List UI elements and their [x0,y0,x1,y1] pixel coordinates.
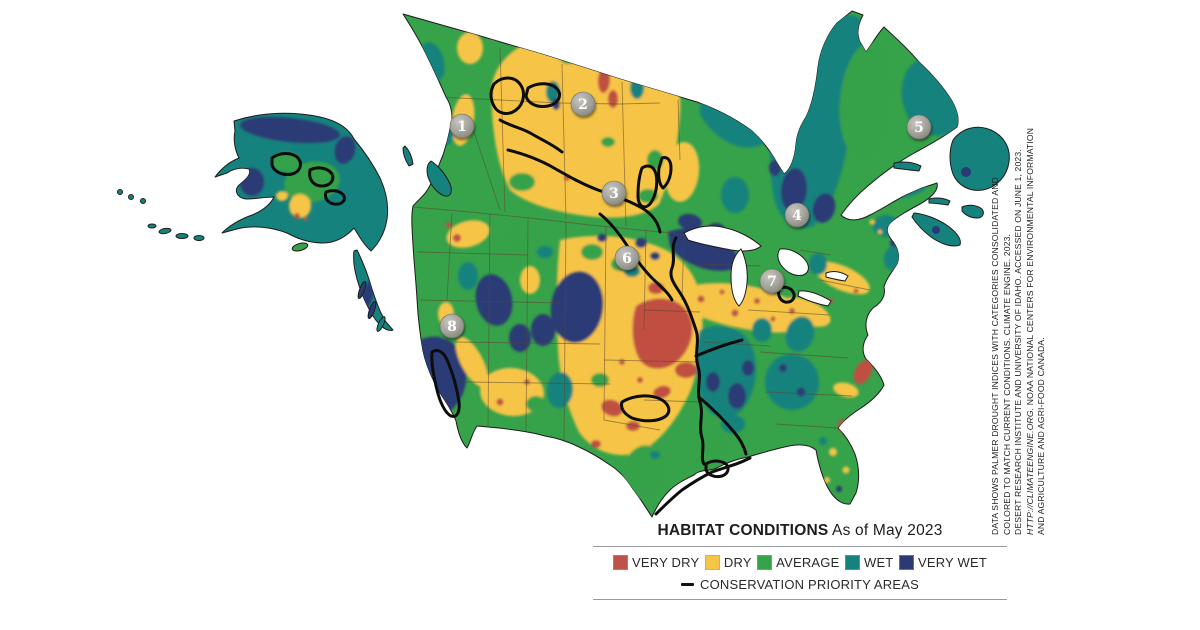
svg-text:5: 5 [914,120,924,136]
alaska-priority-outlines [270,152,346,206]
legend-item-label: WET [863,555,894,570]
map-markers: 1 2 3 4 5 6 7 8 [439,91,932,339]
legend-item-wet: WET [844,555,894,570]
state-province-borders [412,47,871,441]
map-marker-2: 2 [570,91,596,117]
priority-label: CONSERVATION PRIORITY AREAS [700,577,919,592]
credits-line: COLORED TO MATCH CURRENT CONDITIONS. CLI… [1001,233,1012,535]
svg-text:6: 6 [622,251,632,267]
map-marker-8: 8 [439,313,465,339]
legend-item-label: VERY WET [917,555,987,570]
aleutian-islands [117,189,386,332]
map-marker-4: 4 [784,202,810,228]
svg-text:7: 7 [767,274,777,290]
map-legend: HABITAT CONDITIONS As of May 2023 VERY D… [593,522,1007,600]
svg-text:8: 8 [447,319,457,335]
great-lakes [683,225,849,307]
legend-divider-bottom [593,599,1007,600]
legend-title: HABITAT CONDITIONS As of May 2023 [593,522,1007,546]
legend-item-verydry: VERY DRY [613,555,699,570]
priority-line-swatch [681,582,694,587]
map-marker-1: 1 [449,113,475,139]
map-marker-6: 6 [614,245,640,271]
conservation-priority-outlines [430,76,796,516]
verydry-swatch [613,555,628,570]
svg-text:2: 2 [578,97,588,113]
credits-line: HTTP://CLIMATEENGINE.ORG. NOAA NATIONAL … [1024,127,1035,535]
credits-line: DATA SHOWS PALMER DROUGHT INDICES WITH C… [990,177,1000,535]
credits-line: DESERT RESEARCH INSTITUTE AND UNIVERSITY… [1013,149,1024,535]
svg-text:4: 4 [792,208,802,224]
legend-item-dry: DRY [704,555,752,570]
legend-divider-top [593,546,1007,547]
data-source-credits: DATA SHOWS PALMER DROUGHT INDICES WITH C… [990,127,1048,535]
legend-title-bold: HABITAT CONDITIONS [657,522,829,539]
map-marker-5: 5 [906,114,932,140]
coastal-islands [402,126,1010,247]
credits-line: AND AGRICULTURE AND AGRI-FOOD CANADA. [1036,337,1047,535]
verywet-swatch [898,555,914,570]
legend-items-row: VERY DRY DRY AVERAGE WET VERY WET [593,547,1007,574]
map-marker-3: 3 [601,180,627,206]
svg-text:1: 1 [457,119,467,135]
average-swatch [757,555,773,570]
legend-priority-row: CONSERVATION PRIORITY AREAS [593,574,1007,599]
dry-swatch [704,555,720,570]
credits-url: HTTP://CLIMATEENGINE.ORG. [1024,407,1035,535]
legend-item-label: VERY DRY [632,555,700,570]
legend-title-date: As of May 2023 [828,522,943,539]
legend-item-verywet: VERY WET [898,555,987,570]
map-marker-7: 7 [759,268,785,294]
legend-item-label: DRY [723,555,752,570]
svg-text:3: 3 [609,186,619,202]
legend-item-average: AVERAGE [757,555,839,570]
wet-swatch [844,555,860,570]
legend-item-label: AVERAGE [776,555,840,570]
